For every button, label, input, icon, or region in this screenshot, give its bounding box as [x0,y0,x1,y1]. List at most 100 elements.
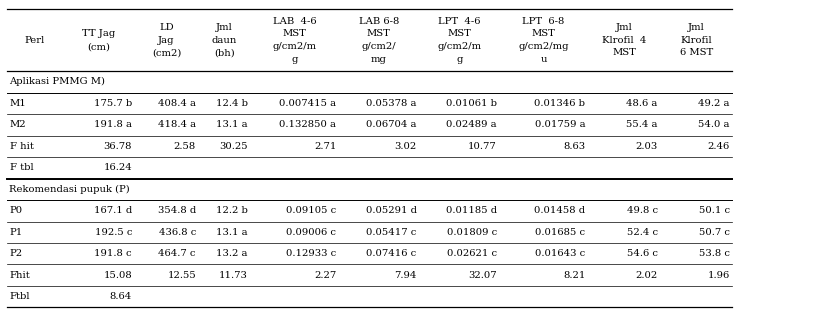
Text: P2: P2 [10,249,23,258]
Text: 0.132850 a: 0.132850 a [278,120,336,129]
Text: 0.01458 d: 0.01458 d [534,206,585,215]
Text: Ftbl: Ftbl [10,292,30,301]
Text: (bh): (bh) [214,48,234,58]
Text: 0.09006 c: 0.09006 c [286,228,336,237]
Text: g/cm2/: g/cm2/ [361,42,396,51]
Text: 0.01346 b: 0.01346 b [534,99,585,108]
Text: 175.7 b: 175.7 b [93,99,132,108]
Text: 2.58: 2.58 [174,142,196,151]
Text: 0.05417 c: 0.05417 c [366,228,416,237]
Text: 13.2 a: 13.2 a [216,249,247,258]
Text: MST: MST [531,29,555,39]
Text: 52.4 c: 52.4 c [626,228,657,237]
Text: 15.08: 15.08 [103,271,132,280]
Text: g: g [291,55,297,64]
Text: 354.8 d: 354.8 d [157,206,196,215]
Text: 0.02621 c: 0.02621 c [446,249,496,258]
Text: 12.4 b: 12.4 b [215,99,247,108]
Text: daun: daun [211,36,237,45]
Text: 36.78: 36.78 [103,142,132,151]
Text: P1: P1 [10,228,23,237]
Text: 0.06704 a: 0.06704 a [365,120,416,129]
Text: LAB  4-6: LAB 4-6 [272,17,316,26]
Text: 12.55: 12.55 [167,271,196,280]
Text: 7.94: 7.94 [394,271,416,280]
Text: 0.01809 c: 0.01809 c [446,228,496,237]
Text: 464.7 c: 464.7 c [158,249,196,258]
Text: P0: P0 [10,206,23,215]
Text: 49.8 c: 49.8 c [626,206,657,215]
Text: F hit: F hit [10,142,34,151]
Text: 8.64: 8.64 [110,292,132,301]
Text: Klrofil  4: Klrofil 4 [601,36,645,45]
Text: Jml: Jml [687,23,704,32]
Text: 13.1 a: 13.1 a [215,120,247,129]
Text: M1: M1 [10,99,26,108]
Text: g/cm2/m: g/cm2/m [437,42,481,51]
Text: 49.2 a: 49.2 a [698,99,729,108]
Text: 0.01643 c: 0.01643 c [535,249,585,258]
Text: 0.02489 a: 0.02489 a [446,120,496,129]
Text: 191.8 a: 191.8 a [94,120,132,129]
Text: Jml: Jml [215,23,233,32]
Text: 0.12933 c: 0.12933 c [286,249,336,258]
Text: Jag: Jag [158,36,174,45]
Text: 2.03: 2.03 [635,142,657,151]
Text: 0.01685 c: 0.01685 c [535,228,585,237]
Text: Perl: Perl [25,36,44,45]
Text: 30.25: 30.25 [219,142,247,151]
Text: 2.71: 2.71 [314,142,336,151]
Text: Jml: Jml [615,23,631,32]
Text: 50.7 c: 50.7 c [698,228,729,237]
Text: 11.73: 11.73 [219,271,247,280]
Text: Klrofil: Klrofil [680,36,711,45]
Text: 0.05291 d: 0.05291 d [365,206,416,215]
Text: 0.01061 b: 0.01061 b [446,99,496,108]
Text: 54.0 a: 54.0 a [698,120,729,129]
Text: 0.05378 a: 0.05378 a [365,99,416,108]
Text: 53.8 c: 53.8 c [698,249,729,258]
Text: Fhit: Fhit [10,271,30,280]
Text: g/cm2/mg: g/cm2/mg [518,42,568,51]
Text: 3.02: 3.02 [394,142,416,151]
Text: u: u [540,55,546,64]
Text: M2: M2 [10,120,26,129]
Text: (cm): (cm) [87,42,110,51]
Text: LPT  4-6: LPT 4-6 [437,17,480,26]
Text: 48.6 a: 48.6 a [626,99,657,108]
Text: MST: MST [611,48,636,58]
Text: F tbl: F tbl [10,163,34,172]
Text: LD: LD [159,23,174,32]
Text: g/cm2/m: g/cm2/m [272,42,316,51]
Text: 0.09105 c: 0.09105 c [286,206,336,215]
Text: (cm2): (cm2) [152,48,181,58]
Text: 192.5 c: 192.5 c [94,228,132,237]
Text: 2.46: 2.46 [707,142,729,151]
Text: 0.01759 a: 0.01759 a [534,120,585,129]
Text: 1.96: 1.96 [707,271,729,280]
Text: 2.02: 2.02 [635,271,657,280]
Text: 436.8 c: 436.8 c [158,228,196,237]
Text: 54.6 c: 54.6 c [626,249,657,258]
Text: 8.63: 8.63 [563,142,585,151]
Text: MST: MST [282,29,306,39]
Text: 55.4 a: 55.4 a [626,120,657,129]
Text: g: g [455,55,462,64]
Text: 408.4 a: 408.4 a [158,99,196,108]
Text: 32.07: 32.07 [468,271,496,280]
Text: LAB 6-8: LAB 6-8 [358,17,399,26]
Text: 167.1 d: 167.1 d [93,206,132,215]
Text: 0.007415 a: 0.007415 a [278,99,336,108]
Text: 2.27: 2.27 [314,271,336,280]
Text: 0.01185 d: 0.01185 d [446,206,496,215]
Text: 8.21: 8.21 [563,271,585,280]
Text: mg: mg [370,55,387,64]
Text: 191.8 c: 191.8 c [94,249,132,258]
Text: 12.2 b: 12.2 b [215,206,247,215]
Text: 6 MST: 6 MST [679,48,712,58]
Text: 418.4 a: 418.4 a [158,120,196,129]
Text: MST: MST [366,29,391,39]
Text: MST: MST [446,29,471,39]
Text: 10.77: 10.77 [468,142,496,151]
Text: Aplikasi PMMG M): Aplikasi PMMG M) [9,77,105,86]
